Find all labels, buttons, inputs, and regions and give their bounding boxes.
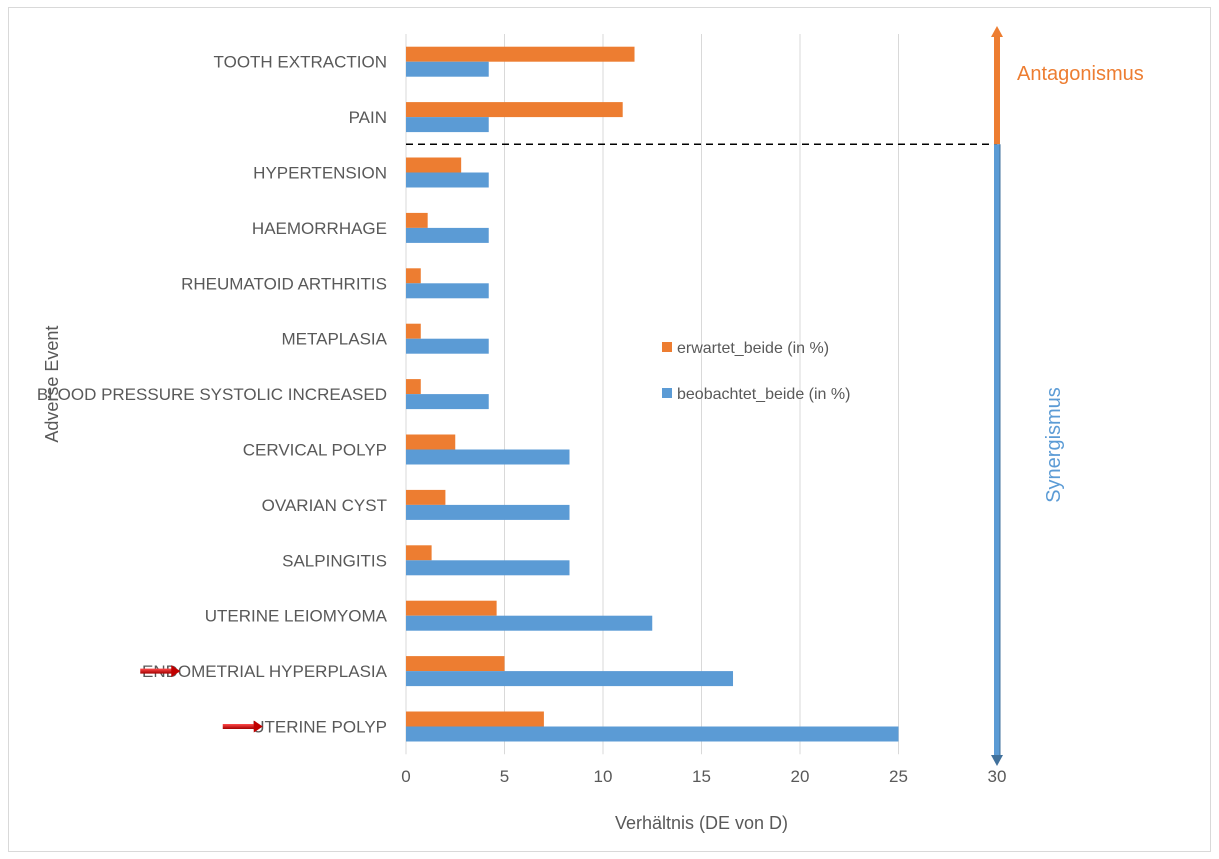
legend-label-beobachtet: beobachtet_beide (in %): [677, 386, 850, 403]
chart-frame: [8, 7, 1211, 852]
category-label: HAEMORRHAGE: [252, 219, 387, 238]
bar-erwartet: [406, 323, 421, 339]
red-arrow-icon: [222, 720, 263, 733]
category-label: BLOOD PRESSURE SYSTOLIC INCREASED: [37, 385, 387, 404]
bar-erwartet: [406, 102, 623, 118]
antagonism-label: Antagonismus: [1017, 63, 1144, 85]
category-label: RHEUMATOID ARTHRITIS: [181, 274, 387, 293]
bar-beobachtet: [406, 726, 899, 742]
x-tick-label: 20: [791, 767, 810, 786]
antagonism-arrowhead: [991, 26, 1003, 37]
bar-erwartet: [406, 434, 456, 450]
bar-beobachtet: [406, 227, 489, 243]
bar-erwartet: [406, 268, 421, 284]
category-label: CERVICAL POLYP: [243, 441, 387, 460]
red-arrow-icon: [140, 665, 181, 678]
category-label: UTERINE LEIOMYOMA: [205, 607, 388, 626]
bar-erwartet: [406, 711, 544, 727]
category-label: OVARIAN CYST: [262, 496, 387, 515]
legend-label-erwartet: erwartet_beide (in %): [677, 340, 829, 357]
bar-erwartet: [406, 212, 428, 228]
bars: [406, 46, 899, 742]
bar-beobachtet: [406, 560, 570, 576]
bar-erwartet: [406, 157, 462, 173]
bar-beobachtet: [406, 338, 489, 354]
annotations: Antagonismus Synergismus: [406, 26, 1144, 766]
category-label: ENDOMETRIAL HYPERPLASIA: [142, 662, 388, 681]
category-label: PAIN: [349, 108, 387, 127]
x-tick-label: 30: [988, 767, 1007, 786]
y-axis-title: Adverse Event: [42, 326, 62, 443]
bar-beobachtet: [406, 117, 489, 133]
red-arrow-shaft: [140, 668, 173, 674]
synergism-arrowhead: [991, 755, 1003, 766]
bar-erwartet: [406, 600, 497, 616]
bar-beobachtet: [406, 283, 489, 299]
bar-erwartet: [406, 46, 635, 62]
bar-beobachtet: [406, 671, 734, 687]
red-arrow-head: [253, 720, 263, 733]
red-arrow-shaft: [222, 724, 255, 729]
category-label: UTERINE POLYP: [252, 718, 387, 737]
synergism-label: Synergismus: [1043, 387, 1065, 503]
bar-beobachtet: [406, 394, 489, 410]
bar-beobachtet: [406, 504, 570, 520]
category-label: SALPINGITIS: [282, 551, 387, 570]
bar-erwartet: [406, 656, 505, 672]
category-label: METAPLASIA: [282, 330, 388, 349]
bar-beobachtet: [406, 615, 653, 631]
x-tick-label: 15: [692, 767, 711, 786]
bar-beobachtet: [406, 61, 489, 77]
x-tick-label: 10: [594, 767, 613, 786]
bar-beobachtet: [406, 172, 489, 188]
category-label: HYPERTENSION: [253, 164, 387, 183]
bar-erwartet: [406, 545, 432, 561]
category-label: TOOTH EXTRACTION: [214, 53, 387, 72]
bar-erwartet: [406, 489, 446, 505]
x-tick-label: 0: [401, 767, 410, 786]
x-tick-labels: 0 5 10 15 20 25 30: [401, 767, 1006, 786]
bar-beobachtet: [406, 449, 570, 465]
legend-swatch-beobachtet: [662, 388, 672, 398]
x-axis-title: Verhältnis (DE von D): [615, 813, 788, 833]
x-tick-label: 25: [889, 767, 908, 786]
category-labels: TOOTH EXTRACTION PAIN HYPERTENSION HAEMORRH…: [37, 53, 388, 737]
legend-swatch-erwartet: [662, 342, 672, 352]
legend: erwartet_beide (in %) beobachtet_beide (…: [662, 340, 850, 403]
bar-erwartet: [406, 379, 421, 395]
x-tick-label: 5: [500, 767, 509, 786]
red-arrow-head: [171, 665, 181, 678]
